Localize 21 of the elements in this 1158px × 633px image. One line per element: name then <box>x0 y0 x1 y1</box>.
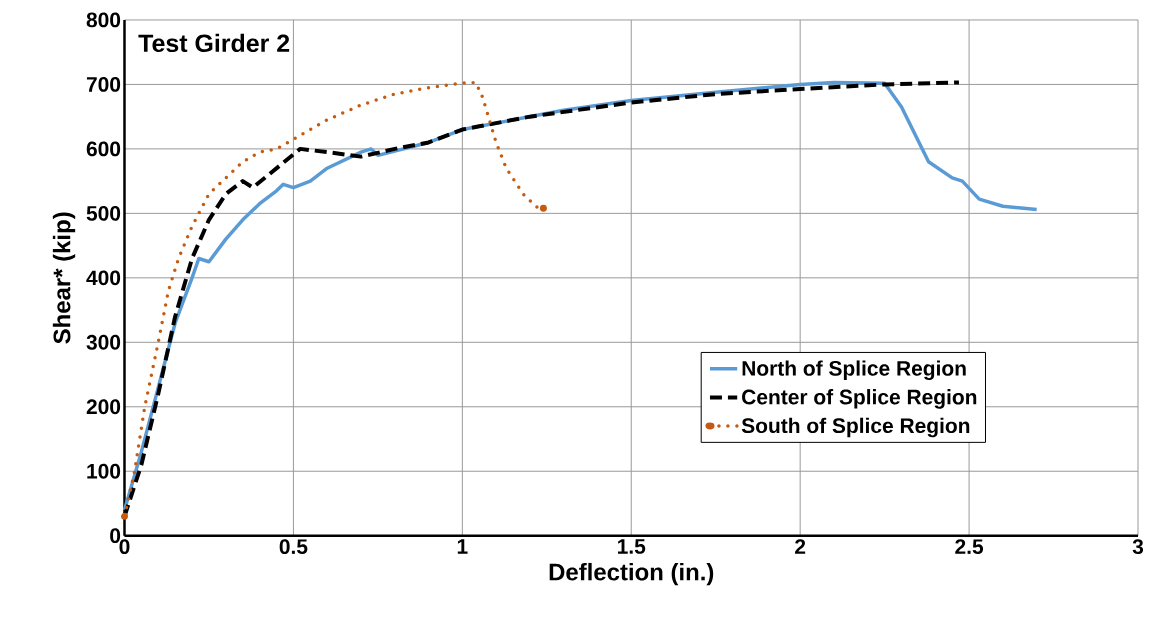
x-tick-label: 1.5 <box>618 539 646 554</box>
y-tick-label: 500 <box>86 205 121 221</box>
y-tick-label: 800 <box>86 12 121 28</box>
y-tick-label: 400 <box>86 270 121 286</box>
x-tick-label: 3 <box>1132 539 1144 554</box>
legend-label: Center of Splice Region <box>742 388 977 409</box>
y-tick-label: 200 <box>86 399 121 414</box>
x-tick-label: 2 <box>795 539 806 554</box>
y-tick-label: 600 <box>86 141 121 157</box>
y-axis-title: Shear* (kip) <box>52 212 76 344</box>
legend-label: South of Splice Region <box>741 417 970 438</box>
y-tick-label: 700 <box>86 76 121 92</box>
legend-label: North of Splice Region <box>742 360 966 380</box>
y-tick-label: 100 <box>87 463 121 479</box>
chart-title: Test Girder 2 <box>138 33 290 52</box>
x-tick-label: 1 <box>457 539 468 554</box>
y-tick-label: 0 <box>110 528 121 543</box>
x-tick-label: 2.5 <box>955 539 984 554</box>
y-tick-label: 300 <box>86 334 121 350</box>
x-axis-title: Deflection (in.) <box>549 562 714 586</box>
x-tick-label: 0.5 <box>279 539 308 554</box>
